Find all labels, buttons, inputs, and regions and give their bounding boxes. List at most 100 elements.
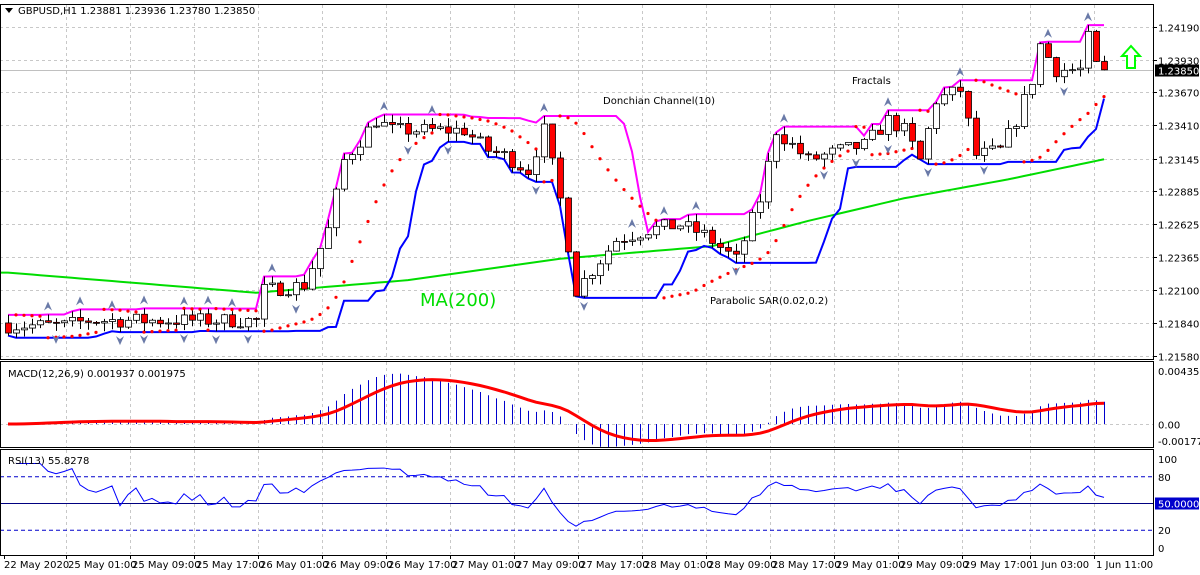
bull-candle: [373, 125, 380, 128]
bull-candle: [109, 319, 116, 322]
time-label: 1 Jun 03:00: [1032, 560, 1089, 571]
fractal-up-icon: [1044, 28, 1052, 38]
sar-dot: [174, 328, 178, 332]
sar-dot: [830, 159, 834, 163]
bull-candle: [581, 278, 588, 297]
sar-dot: [470, 116, 474, 120]
bear-candle: [445, 126, 452, 134]
bull-candle: [261, 284, 268, 320]
sar-dot: [1070, 124, 1074, 128]
bear-candle: [229, 314, 236, 328]
time-label: 25 May 09:00: [132, 560, 201, 571]
bear-candle: [549, 123, 556, 159]
sar-dot: [942, 161, 946, 165]
bull-candle: [821, 153, 828, 160]
bear-candle: [1045, 43, 1052, 58]
sar-dot: [94, 330, 98, 334]
bear-candle: [621, 241, 628, 243]
fractal-up-icon: [428, 104, 436, 114]
bull-candle: [1077, 67, 1084, 71]
bear-candle: [301, 282, 308, 290]
time-label: 1 Jun 11:00: [1096, 560, 1153, 571]
sar-dot: [118, 308, 122, 312]
sar-dot: [502, 125, 506, 129]
sar-dot: [646, 211, 650, 216]
bull-candle: [69, 317, 76, 322]
sar-dot: [278, 326, 282, 330]
current-price-badge: [1155, 64, 1199, 77]
bear-candle: [853, 141, 860, 150]
rsi-current-badge: [1155, 497, 1199, 510]
macd-signal-line: [7, 378, 1105, 443]
sar-dot: [1046, 148, 1050, 153]
time-label: 27 May 17:00: [580, 560, 649, 571]
bull-candle: [677, 225, 684, 230]
sar-dot: [550, 178, 554, 183]
bull-candle: [589, 275, 596, 279]
donchian-label: Donchian Channel(10): [603, 96, 715, 107]
bull-candle: [629, 239, 636, 242]
sar-dot: [38, 314, 42, 318]
bear-candle: [717, 243, 724, 248]
fractal-up-icon: [76, 296, 84, 306]
bear-candle: [485, 136, 492, 152]
sar-dot: [390, 169, 394, 173]
sar-dot: [838, 154, 842, 158]
fractal-up-icon: [1084, 12, 1092, 22]
bull-candle: [533, 156, 540, 175]
sar-dot: [622, 187, 626, 192]
sar-dot: [358, 240, 362, 244]
sar-dot: [366, 219, 370, 224]
sar-dot: [238, 308, 242, 312]
sar-dot: [774, 239, 778, 243]
bull-candle: [101, 321, 108, 324]
macd-panel-frame: [0, 361, 1154, 448]
sar-dot: [254, 309, 258, 313]
fractal-up-icon: [780, 113, 788, 123]
sar-dot: [478, 117, 482, 122]
price-tick-label: 1.21840: [1158, 320, 1199, 331]
bull-candle: [357, 146, 364, 156]
sar-dot: [606, 168, 610, 172]
bull-candle: [325, 227, 332, 249]
sar-dot: [462, 115, 466, 119]
indicators: [0, 24, 1106, 527]
sar-dot: [582, 131, 586, 136]
sar-dot: [534, 147, 538, 151]
sar-dot: [182, 306, 186, 311]
sar-dot: [486, 119, 490, 123]
sar-dot: [870, 153, 874, 157]
sar-dot: [638, 204, 642, 208]
bear-candle: [709, 229, 716, 244]
sar-dot: [46, 336, 50, 340]
time-label: 27 May 01:00: [452, 560, 521, 571]
sar-dot: [910, 146, 914, 151]
bull-candle: [789, 142, 796, 145]
time-label: 26 May 17:00: [388, 560, 457, 571]
fractal-up-icon: [268, 263, 276, 273]
sar-dot: [894, 150, 898, 154]
bull-candle: [653, 225, 660, 236]
sar-dot: [206, 328, 210, 332]
bull-candle: [341, 159, 348, 190]
sar-dot: [158, 329, 162, 333]
price-tick-label: 1.23145: [1158, 156, 1199, 167]
macd-tick-label: 0.00: [1158, 421, 1180, 432]
sar-dot: [438, 112, 442, 117]
sar-dot: [230, 307, 234, 312]
bull-candle: [221, 314, 228, 324]
sar-dot: [846, 149, 850, 153]
bull-candle: [125, 319, 132, 328]
bull-candle: [605, 250, 612, 265]
sar-dot: [654, 218, 658, 222]
current-price-label: 1.23850: [1158, 67, 1199, 78]
sar-dot: [14, 313, 18, 317]
bear-candle: [141, 313, 148, 324]
fractal-up-icon: [660, 206, 668, 216]
dropdown-triangle-icon[interactable]: [5, 8, 13, 13]
sar-dot: [262, 329, 266, 333]
bear-candle: [565, 197, 572, 253]
bull-candle: [13, 329, 20, 334]
bull-candle: [1069, 69, 1076, 72]
